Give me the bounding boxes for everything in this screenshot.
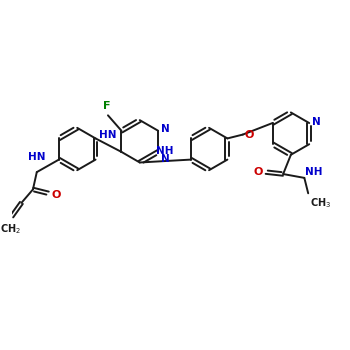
Text: HN: HN bbox=[28, 152, 46, 162]
Text: N: N bbox=[312, 117, 321, 127]
Text: NH: NH bbox=[305, 167, 323, 177]
Text: O: O bbox=[245, 130, 254, 140]
Text: CH$_3$: CH$_3$ bbox=[310, 196, 331, 210]
Text: F: F bbox=[103, 100, 111, 111]
Text: NH: NH bbox=[156, 146, 174, 156]
Text: N: N bbox=[161, 124, 170, 134]
Text: O: O bbox=[254, 167, 263, 177]
Text: HN: HN bbox=[99, 130, 116, 140]
Text: O: O bbox=[51, 190, 61, 200]
Text: CH$_2$: CH$_2$ bbox=[0, 222, 21, 236]
Text: N: N bbox=[161, 154, 170, 164]
